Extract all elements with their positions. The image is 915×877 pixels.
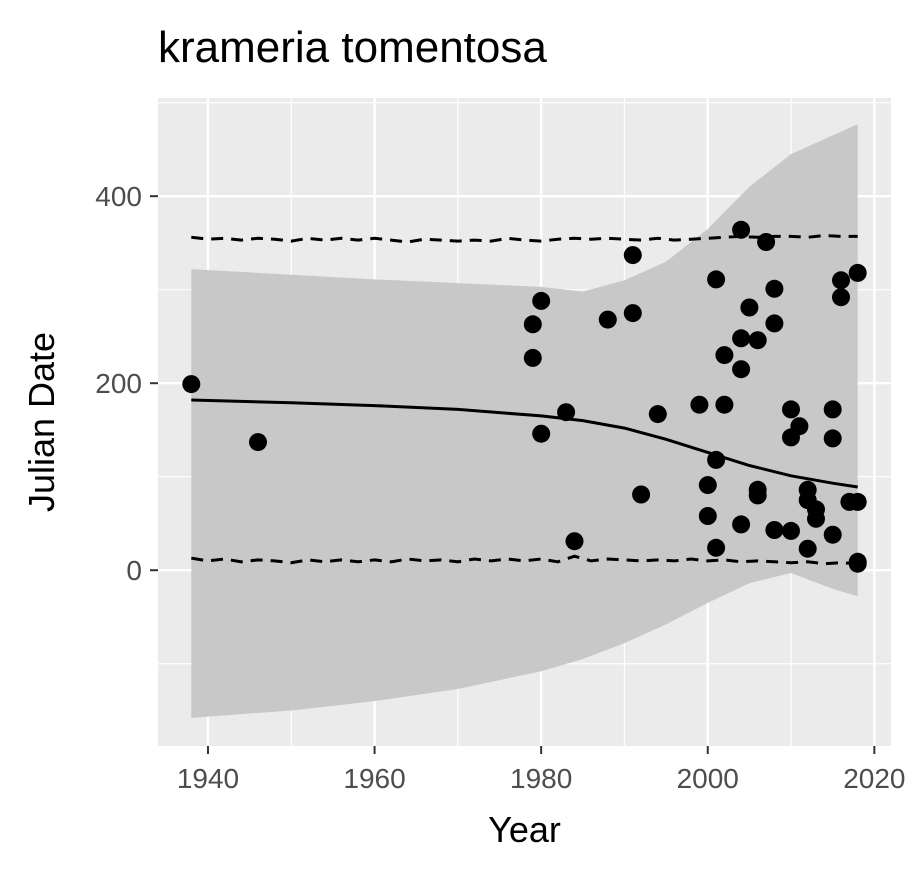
data-point (832, 271, 850, 290)
fit-line (191, 398, 858, 489)
prediction-bounds (191, 233, 858, 566)
x-tick-label: 1960 (343, 763, 405, 794)
y-tick-label: 400 (95, 181, 142, 212)
data-point (623, 304, 642, 323)
data-point (740, 298, 759, 317)
data-point (748, 486, 767, 505)
data-point (690, 395, 709, 414)
data-point (732, 329, 751, 348)
data-point (598, 310, 617, 329)
data-point (748, 331, 767, 350)
data-point (715, 395, 734, 414)
data-point (782, 400, 800, 419)
lower-dashed-line (191, 554, 858, 566)
x-tick-label: 2000 (677, 763, 739, 794)
data-point (523, 315, 542, 334)
data-point (532, 424, 551, 443)
data-point (557, 403, 576, 422)
data-point (715, 346, 734, 365)
data-point (848, 492, 867, 511)
x-tick-label: 1980 (510, 763, 572, 794)
y-tick-label: 0 (126, 555, 142, 586)
data-point (707, 450, 726, 469)
data-point (765, 314, 784, 333)
data-point (765, 279, 784, 298)
confidence-ribbon (191, 124, 858, 718)
data-point (765, 521, 784, 539)
data-point (249, 433, 267, 452)
data-points (182, 220, 867, 573)
x-axis: 1940 1960 1980 2000 2020 (177, 746, 905, 794)
data-point (698, 507, 717, 525)
y-tick-label: 200 (95, 368, 142, 399)
data-point (823, 429, 842, 448)
data-point (707, 270, 726, 289)
data-point (707, 538, 726, 557)
data-point (565, 532, 584, 551)
data-point (732, 360, 751, 379)
data-point (532, 291, 551, 310)
data-point (757, 233, 776, 251)
y-axis-title: Julian Date (21, 332, 62, 512)
data-point (732, 515, 751, 534)
data-point (782, 521, 800, 540)
data-point (648, 405, 667, 424)
x-tick-label: 2020 (843, 763, 905, 794)
data-point (632, 485, 651, 504)
data-point (823, 525, 842, 544)
data-point (698, 476, 717, 495)
data-point (732, 220, 751, 239)
data-point (182, 375, 201, 394)
data-point (798, 539, 817, 558)
x-tick-label: 1940 (177, 763, 239, 794)
x-axis-title: Year (488, 809, 561, 850)
data-point (823, 400, 842, 419)
chart-title: krameria tomentosa (158, 23, 547, 72)
data-point (523, 348, 542, 367)
data-point (832, 288, 850, 307)
upper-dashed-line (191, 233, 858, 244)
data-point (848, 554, 867, 573)
data-point (623, 246, 642, 265)
y-axis: 0 200 400 (95, 181, 158, 586)
data-point (807, 509, 825, 528)
data-point (848, 263, 867, 282)
data-point (790, 417, 809, 436)
